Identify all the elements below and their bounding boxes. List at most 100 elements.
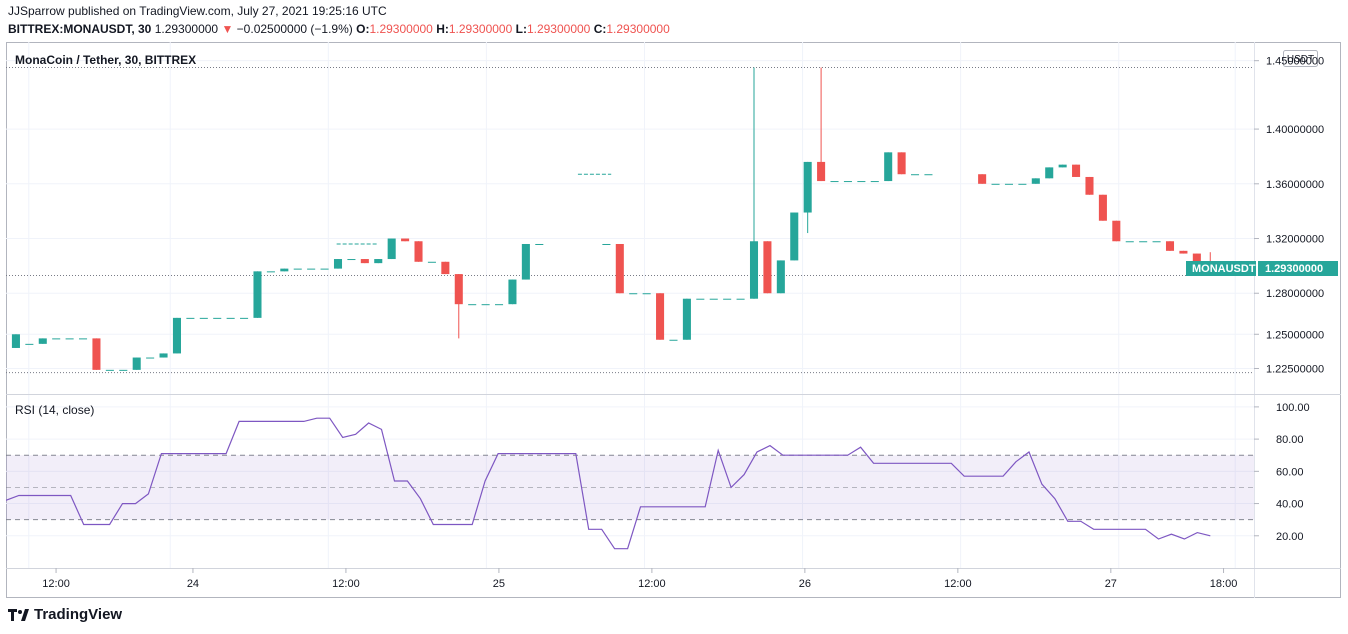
price-tick-label: 1.40000000 bbox=[1266, 124, 1324, 136]
up-candle bbox=[240, 317, 249, 319]
up-candle bbox=[481, 304, 490, 306]
chart-frame[interactable]: MonaCoin / Tether, 30, BITTREX USDT 1.45… bbox=[6, 42, 1341, 598]
down-candle bbox=[360, 259, 369, 264]
time-tick-label: 12:00 bbox=[332, 578, 360, 590]
time-tick-label: 26 bbox=[799, 578, 811, 590]
price-tick-label: 1.45000000 bbox=[1266, 56, 1324, 68]
up-candle bbox=[790, 212, 799, 261]
up-candle bbox=[830, 181, 839, 183]
rsi-tick-label: 100.00 bbox=[1276, 402, 1310, 414]
last-price-tag: MONAUSDT 1.29300000 bbox=[1186, 261, 1338, 276]
up-candle bbox=[347, 259, 356, 261]
up-candle bbox=[1125, 241, 1134, 243]
down-candle bbox=[454, 274, 463, 305]
up-candle bbox=[199, 317, 208, 319]
up-candle bbox=[991, 183, 1000, 185]
chart-title: MonaCoin / Tether, 30, BITTREX bbox=[15, 53, 196, 67]
rsi-tick-label: 80.00 bbox=[1276, 434, 1304, 446]
currency-badge[interactable]: USDT bbox=[1283, 50, 1318, 67]
up-candle bbox=[803, 161, 812, 213]
rsi-tick-label: 20.00 bbox=[1276, 531, 1304, 543]
time-tick-label: 27 bbox=[1105, 578, 1117, 590]
price-tick-label: 1.32000000 bbox=[1266, 234, 1324, 246]
price-tick-label: 1.36000000 bbox=[1266, 179, 1324, 191]
rsi-axis[interactable]: 100.00 80.00 60.00 40.00 20.00 bbox=[1254, 402, 1310, 543]
down-candle bbox=[978, 174, 987, 184]
up-candle bbox=[186, 317, 195, 319]
up-candle bbox=[172, 317, 181, 354]
down-candle bbox=[656, 293, 665, 340]
time-tick-label: 25 bbox=[493, 578, 505, 590]
up-candle bbox=[736, 298, 745, 300]
rsi-line bbox=[6, 417, 1211, 550]
open-label: O: bbox=[356, 22, 370, 36]
up-candle bbox=[79, 338, 88, 340]
up-candle bbox=[602, 243, 611, 245]
time-tick-label: 12:00 bbox=[42, 578, 70, 590]
down-candle bbox=[414, 241, 423, 262]
price-tag-bg bbox=[1258, 261, 1338, 276]
up-candle bbox=[1139, 241, 1148, 243]
up-candle bbox=[52, 338, 61, 340]
publisher-line: JJSparrow published on TradingView.com, … bbox=[8, 4, 387, 18]
tradingview-icon bbox=[8, 608, 29, 621]
symbol-name: BITTREX:MONAUSDT, 30 bbox=[8, 22, 152, 36]
last-price: 1.29300000 bbox=[154, 22, 219, 36]
tradingview-logo[interactable]: TradingView bbox=[8, 606, 122, 623]
up-candle bbox=[629, 293, 638, 295]
price-tick-label: 1.22500000 bbox=[1266, 363, 1324, 375]
up-candle bbox=[749, 241, 759, 299]
rsi-band-layer bbox=[6, 454, 1254, 521]
close-label: C: bbox=[593, 22, 607, 36]
up-candle bbox=[911, 174, 920, 176]
up-candle bbox=[1031, 178, 1040, 184]
up-candle bbox=[870, 181, 879, 183]
up-candle bbox=[1152, 241, 1161, 243]
up-candle bbox=[280, 268, 289, 272]
up-candle bbox=[374, 259, 383, 264]
time-tick-label: 12:00 bbox=[944, 578, 972, 590]
currency-label: USDT bbox=[1287, 54, 1314, 65]
grid-layer bbox=[6, 42, 1254, 568]
up-candle bbox=[924, 174, 933, 176]
down-candle bbox=[1192, 253, 1201, 264]
up-candle bbox=[11, 334, 20, 348]
up-candle bbox=[776, 260, 785, 294]
symbol-tag-label: MONAUSDT bbox=[1192, 263, 1256, 275]
down-candle bbox=[1165, 241, 1175, 251]
up-candle bbox=[253, 271, 262, 318]
symbol-tag-bg bbox=[1186, 261, 1256, 276]
up-candle bbox=[427, 261, 436, 263]
close-value: 1.29300000 bbox=[606, 22, 670, 36]
down-candle bbox=[1179, 250, 1188, 254]
up-candle bbox=[387, 238, 396, 260]
up-candle bbox=[884, 152, 893, 182]
up-candle bbox=[25, 343, 34, 345]
level-layer bbox=[6, 67, 1254, 374]
up-candle bbox=[468, 304, 477, 306]
up-candle bbox=[320, 268, 329, 270]
up-candle bbox=[146, 357, 155, 359]
down-candle bbox=[92, 338, 101, 370]
up-candle bbox=[642, 293, 651, 295]
up-candle bbox=[1045, 167, 1054, 179]
open-value: 1.29300000 bbox=[369, 22, 433, 36]
up-candle bbox=[1004, 183, 1013, 185]
up-candle bbox=[266, 271, 275, 273]
rsi-label: RSI (14, close) bbox=[15, 403, 94, 417]
up-candle bbox=[682, 298, 691, 340]
low-label: L: bbox=[515, 22, 527, 36]
up-candle bbox=[132, 357, 141, 370]
down-candle bbox=[897, 152, 906, 175]
up-candle bbox=[723, 298, 732, 300]
up-candle bbox=[65, 338, 74, 340]
down-candle bbox=[1112, 220, 1121, 242]
up-candle bbox=[159, 353, 168, 358]
rsi-tick-label: 60.00 bbox=[1276, 466, 1304, 478]
time-axis[interactable]: 12:00 24 12:00 25 12:00 26 12:00 27 18:00 bbox=[42, 568, 1237, 590]
down-candle bbox=[817, 161, 826, 182]
up-candle bbox=[226, 317, 235, 319]
price-axis[interactable]: 1.45000000 1.40000000 1.36000000 1.32000000… bbox=[1254, 56, 1324, 376]
down-candle bbox=[401, 238, 410, 242]
up-candle bbox=[696, 298, 705, 300]
